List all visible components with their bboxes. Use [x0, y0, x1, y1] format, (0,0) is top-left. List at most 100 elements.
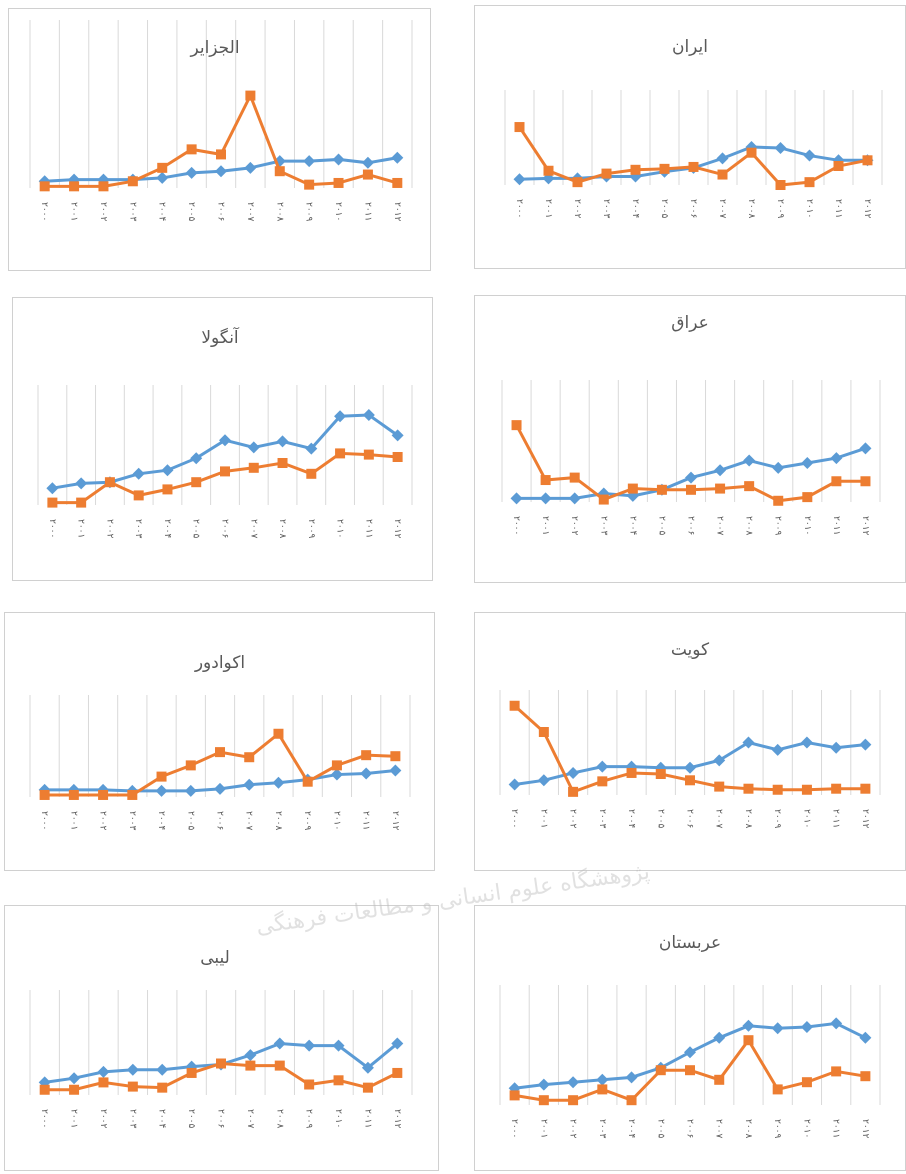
- x-tick-label: ۲۰۰۱: [538, 809, 548, 828]
- chart: اکوادور۲۰۰۰۲۰۰۱۲۰۰۲۲۰۰۳۲۰۰۴۲۰۰۵۲۰۰۶۲۰۰۷۲…: [5, 613, 435, 871]
- marker-square: [69, 1085, 79, 1095]
- marker-square: [216, 1059, 226, 1069]
- marker-square: [834, 161, 844, 171]
- marker-square: [685, 1065, 695, 1075]
- marker-square: [157, 772, 167, 782]
- x-tick-label: ۲۰۱۲: [862, 199, 872, 219]
- x-tick-label: ۲۰۰۹: [775, 199, 785, 219]
- marker-square: [656, 1065, 666, 1075]
- marker-square: [831, 1066, 841, 1076]
- x-tick-label: ۲۰۰۸: [274, 202, 284, 222]
- marker-square: [802, 492, 812, 502]
- marker-square: [657, 485, 667, 495]
- marker-square: [278, 458, 288, 468]
- x-tick-label: ۲۰۰۷: [245, 1109, 255, 1129]
- x-tick-label: ۲۰۰۸: [743, 1119, 753, 1139]
- x-tick-label: ۲۰۰۰: [39, 811, 49, 830]
- x-tick-label: ۲۰۰۶: [688, 199, 698, 219]
- x-tick-label: ۲۰۰۶: [215, 811, 225, 831]
- marker-square: [127, 790, 137, 800]
- x-tick-label: ۲۰۰۳: [127, 1109, 137, 1129]
- marker-square: [597, 776, 607, 786]
- x-tick-label: ۲۰۰۹: [772, 809, 782, 829]
- marker-square: [244, 752, 254, 762]
- marker-square: [860, 476, 870, 486]
- x-tick-label: ۲۰۰۷: [715, 516, 725, 536]
- marker-square: [570, 473, 580, 483]
- marker-square: [98, 790, 108, 800]
- chart: کویت۲۰۰۰۲۰۰۱۲۰۰۲۲۰۰۳۲۰۰۴۲۰۰۵۲۰۰۶۲۰۰۷۲۰۰۸…: [475, 613, 906, 871]
- x-tick-label: ۲۰۱۰: [333, 202, 343, 221]
- x-tick-label: ۲۰۰۶: [220, 519, 230, 539]
- marker-square: [128, 1082, 138, 1092]
- marker-square: [628, 484, 638, 494]
- marker-square: [718, 170, 728, 180]
- x-tick-label: ۲۰۰۴: [162, 519, 172, 539]
- marker-square: [802, 785, 812, 795]
- marker-square: [568, 1095, 578, 1105]
- x-tick-label: ۲۰۰۵: [191, 519, 201, 539]
- x-tick-label: ۲۰۱۲: [392, 202, 402, 222]
- marker-square: [631, 165, 641, 175]
- marker-square: [802, 1077, 812, 1087]
- marker-square: [714, 1075, 724, 1085]
- chart-frame: [5, 906, 439, 1171]
- x-tick-label: ۲۰۰۴: [626, 809, 636, 829]
- chart-title: الجزایر: [189, 38, 239, 58]
- marker-square: [392, 178, 402, 188]
- marker-square: [275, 166, 285, 176]
- x-tick-label: ۲۰۰۴: [157, 1109, 167, 1129]
- marker-square: [539, 1095, 549, 1105]
- marker-square: [390, 751, 400, 761]
- x-tick-label: ۲۰۰۳: [127, 811, 137, 831]
- marker-square: [304, 180, 314, 190]
- chart-title: لیبی: [200, 948, 230, 968]
- marker-square: [162, 484, 172, 494]
- x-tick-label: ۲۰۰۶: [216, 1109, 226, 1129]
- marker-square: [191, 477, 201, 487]
- x-tick-label: ۲۰۱۲: [392, 519, 402, 539]
- marker-square: [773, 1084, 783, 1094]
- x-tick-label: ۲۰۰۶: [686, 516, 696, 536]
- x-tick-label: ۲۰۰۳: [597, 1119, 607, 1139]
- marker-square: [334, 1075, 344, 1085]
- x-tick-label: ۲۰۰۷: [717, 199, 727, 219]
- x-tick-label: ۲۰۰۷: [714, 1119, 724, 1139]
- x-tick-label: ۲۰۰۴: [157, 202, 167, 222]
- marker-square: [510, 1090, 520, 1100]
- marker-square: [105, 477, 115, 487]
- x-tick-label: ۲۰۰۲: [104, 519, 114, 539]
- x-tick-label: ۲۰۰۲: [98, 202, 108, 222]
- marker-square: [334, 178, 344, 188]
- marker-square: [303, 777, 313, 787]
- x-tick-label: ۲۰۰۲: [98, 811, 108, 831]
- page: الجزایر ۲۰۰۰ ۲۰۰۱ ۲۰۰۲ ۲۰۰۳ ۲۰۰۴ ۲۰۰۵ ۲۰۰۶ ۲۰۰۷ ۲…: [0, 0, 906, 1174]
- marker-square: [134, 490, 144, 500]
- marker-square: [187, 1068, 197, 1078]
- x-tick-label: ۲۰۰۱: [68, 811, 78, 830]
- x-tick-label: ۲۰۰۰: [509, 1119, 519, 1138]
- x-tick-label: ۲۰۰۱: [69, 202, 79, 221]
- chart-frame: [5, 613, 435, 871]
- x-tick-label: ۲۰۱۱: [363, 519, 373, 538]
- x-tick-label: ۲۰۰۹: [773, 516, 783, 536]
- x-tick-label: ۲۰۰۰: [514, 199, 524, 218]
- x-tick-label: ۲۰۰۶: [685, 809, 695, 829]
- x-tick-label: ۲۰۰۹: [304, 1109, 314, 1129]
- x-tick-label: ۲۰۱۲: [390, 811, 400, 831]
- x-tick-label: ۲۰۰۸: [744, 516, 754, 536]
- marker-square: [715, 484, 725, 494]
- marker-square: [544, 166, 554, 176]
- marker-square: [860, 1071, 870, 1081]
- x-tick-label: ۲۰۰۵: [659, 199, 669, 219]
- chart-title: اکوادور: [194, 653, 245, 673]
- x-tick-label: ۲۰۰۷: [714, 809, 724, 829]
- x-tick-label: ۲۰۰۷: [245, 202, 255, 222]
- x-tick-label: ۲۰۰۹: [304, 202, 314, 222]
- marker-square: [157, 163, 167, 173]
- marker-square: [599, 495, 609, 505]
- x-tick-label: ۲۰۰۳: [598, 516, 608, 536]
- marker-square: [541, 475, 551, 485]
- marker-square: [157, 1083, 167, 1093]
